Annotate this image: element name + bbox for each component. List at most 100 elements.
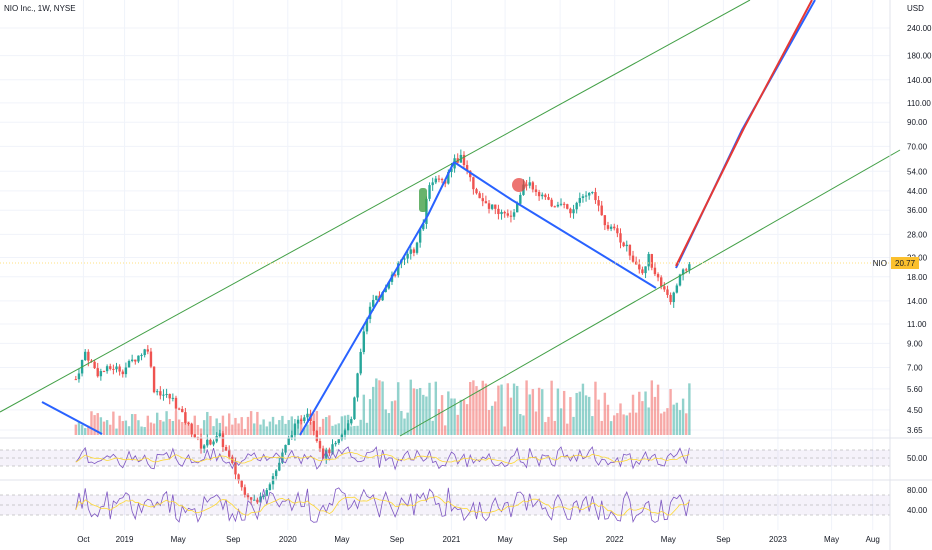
candle-body bbox=[487, 203, 491, 209]
candle-body bbox=[372, 299, 375, 307]
candle-body bbox=[641, 269, 644, 274]
candle-body bbox=[578, 197, 582, 203]
candle-body bbox=[140, 355, 143, 357]
volume-bar bbox=[412, 388, 416, 435]
volume-bar bbox=[544, 422, 547, 435]
candle-body bbox=[594, 192, 597, 201]
candle-body bbox=[284, 444, 287, 453]
candle-body bbox=[87, 351, 90, 361]
time-tick-label: May bbox=[498, 535, 513, 544]
volume-bar bbox=[74, 424, 78, 435]
time-tick-label: 2023 bbox=[769, 535, 787, 544]
volume-bar bbox=[484, 383, 488, 435]
volume-bar bbox=[140, 426, 143, 435]
candle-body bbox=[246, 494, 250, 498]
candle-body bbox=[209, 439, 212, 445]
candle-body bbox=[559, 203, 563, 205]
volume-layer bbox=[74, 378, 691, 435]
volume-bar bbox=[156, 412, 159, 435]
last-price-value: 20.77 bbox=[895, 259, 916, 268]
candle-body bbox=[550, 199, 553, 207]
candle-body bbox=[418, 229, 422, 243]
trend-arrow bbox=[41, 401, 103, 435]
volume-bar bbox=[487, 410, 491, 435]
candle-body bbox=[613, 226, 616, 229]
candle-body bbox=[215, 436, 218, 442]
candle-body bbox=[472, 177, 475, 190]
drawing-layer bbox=[0, 0, 901, 437]
volume-bar bbox=[500, 384, 503, 435]
volume-bar bbox=[112, 411, 115, 435]
volume-bar bbox=[306, 424, 309, 435]
volume-bar bbox=[372, 386, 375, 435]
volume-bar bbox=[478, 389, 481, 435]
candle-body bbox=[512, 212, 516, 217]
volume-bar bbox=[231, 424, 234, 435]
volume-bar bbox=[519, 414, 522, 435]
volume-bar bbox=[350, 426, 353, 435]
volume-bar bbox=[537, 387, 541, 435]
candle-body bbox=[177, 408, 181, 410]
candle-body bbox=[428, 185, 431, 199]
volume-bar bbox=[368, 399, 372, 435]
volume-bar bbox=[659, 413, 663, 435]
time-tick-label: 2019 bbox=[116, 535, 134, 544]
candle-body bbox=[84, 351, 87, 361]
candle-body bbox=[334, 442, 337, 445]
channel-lower-line bbox=[399, 149, 901, 437]
volume-bar bbox=[259, 424, 262, 435]
volume-bar bbox=[550, 380, 553, 435]
candle-body bbox=[159, 391, 162, 396]
volume-bar bbox=[224, 426, 228, 435]
volume-bar bbox=[509, 397, 513, 435]
candle-body bbox=[653, 267, 657, 275]
volume-bar bbox=[253, 423, 256, 435]
volume-bar bbox=[622, 414, 625, 435]
candle-body bbox=[681, 269, 685, 275]
volume-bar bbox=[365, 422, 369, 435]
candle-body bbox=[631, 255, 635, 262]
candle-body bbox=[306, 413, 309, 418]
candle-body bbox=[666, 289, 669, 295]
time-tick-label: Sep bbox=[390, 535, 405, 544]
volume-bar bbox=[472, 380, 475, 435]
volume-bar bbox=[325, 417, 328, 435]
candle-body bbox=[356, 373, 359, 398]
candle-body bbox=[465, 165, 469, 171]
candle-body bbox=[575, 202, 578, 210]
candle-body bbox=[566, 204, 569, 209]
trend-arrow bbox=[299, 161, 455, 436]
volume-bar bbox=[400, 411, 403, 435]
candle-body bbox=[591, 192, 594, 194]
volume-bar bbox=[271, 416, 275, 435]
volume-bar bbox=[181, 421, 184, 435]
candle-body bbox=[669, 294, 672, 303]
candle-body bbox=[450, 168, 453, 172]
candle-body bbox=[234, 462, 237, 475]
volume-bar bbox=[328, 415, 331, 435]
candle-body bbox=[109, 366, 112, 369]
volume-bar bbox=[193, 415, 196, 435]
candle-body bbox=[290, 435, 294, 438]
candle-body bbox=[243, 487, 247, 495]
candle-body bbox=[293, 423, 297, 436]
volume-bar bbox=[206, 411, 209, 435]
volume-bar bbox=[650, 380, 654, 435]
price-tick-label: 44.00 bbox=[907, 187, 928, 196]
volume-bar bbox=[431, 420, 434, 435]
volume-bar bbox=[606, 404, 610, 435]
volume-bar bbox=[249, 411, 253, 435]
candle-body bbox=[350, 419, 353, 424]
volume-bar bbox=[597, 399, 600, 435]
volume-bar bbox=[246, 416, 250, 435]
rsi-bottom-signal bbox=[75, 495, 690, 516]
volume-bar bbox=[80, 424, 84, 435]
volume-bar bbox=[428, 382, 431, 435]
candle-body bbox=[359, 351, 362, 374]
volume-bar bbox=[656, 384, 660, 435]
candle-body bbox=[403, 258, 406, 260]
candle-body bbox=[206, 439, 209, 446]
candle-body bbox=[184, 412, 187, 423]
candle-body bbox=[644, 266, 647, 274]
